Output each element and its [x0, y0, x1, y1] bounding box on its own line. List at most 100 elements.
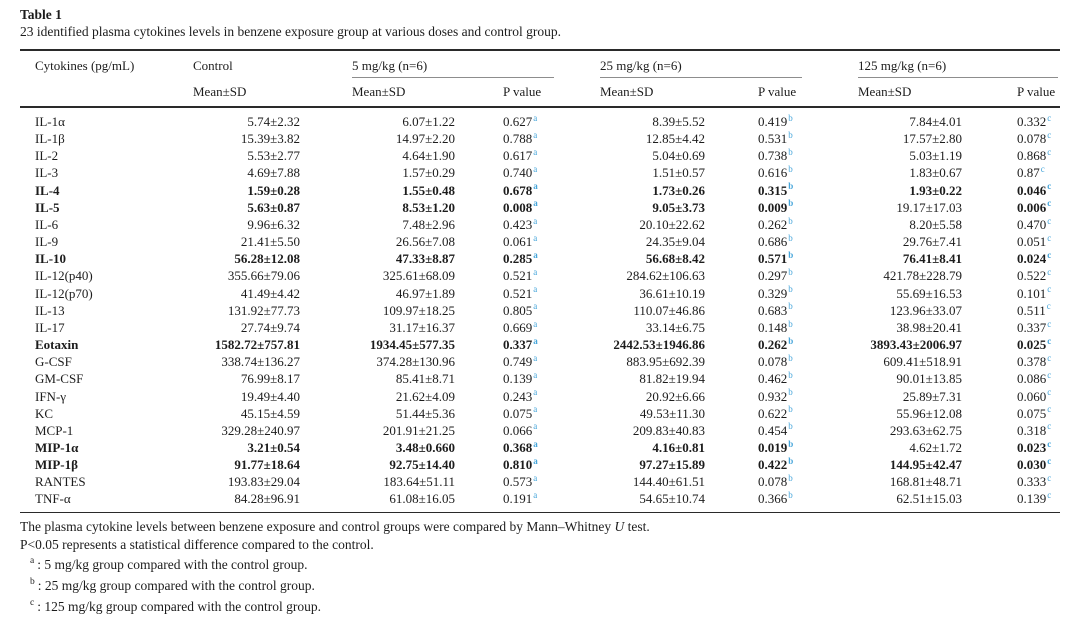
- cell-control: 5.74±2.32: [193, 105, 352, 131]
- cell-mean5: 1934.45±577.35: [352, 336, 503, 353]
- cell-value: 0.262: [758, 216, 788, 232]
- cell-value: 7.84±4.01: [909, 114, 962, 129]
- cell-p125: 0.868c: [1017, 147, 1060, 164]
- cell-mean5: 61.08±16.05: [352, 490, 503, 512]
- cell-value: 0.669: [503, 319, 533, 335]
- significance-superscript: b: [788, 181, 794, 192]
- cell-mean5: 1.57±0.29: [352, 164, 503, 181]
- significance-superscript: b: [788, 146, 793, 157]
- cell-p125: 0.333c: [1017, 473, 1060, 490]
- significance-superscript: a: [533, 352, 538, 363]
- cell-control: 338.74±136.27: [193, 353, 352, 370]
- cell-value: 0.454: [758, 422, 788, 438]
- cell-p125: 0.101c: [1017, 285, 1060, 302]
- significance-superscript: b: [788, 164, 793, 175]
- cell-value: 0.738: [758, 148, 788, 164]
- cell-value: 0.470: [1017, 216, 1047, 232]
- cell-value: 0.337: [503, 337, 533, 353]
- subheader-mean-sd-5mgkg: Mean±SD: [352, 84, 406, 99]
- cell-value: 0.511: [1017, 302, 1046, 318]
- group-label: 5 mg/kg (n=6): [352, 58, 428, 73]
- cell-value: 1.93±0.22: [909, 182, 962, 198]
- cell-value: MCP-1: [35, 422, 74, 438]
- cell-value: 0.678: [503, 182, 533, 198]
- table-row: IL-9 21.41±5.50 26.56±7.08 0.061a 24.35±9.04…: [20, 233, 1060, 250]
- cell-value: G-CSF: [35, 354, 72, 370]
- cell-mean25: 20.10±22.62: [600, 216, 758, 233]
- cell-mean5: 325.61±68.09: [352, 267, 503, 284]
- significance-superscript: b: [788, 490, 793, 501]
- cell-p125: 0.006c: [1017, 199, 1060, 216]
- cell-p125: 0.511c: [1017, 302, 1060, 319]
- cell-p125: 0.87c: [1017, 164, 1060, 181]
- significance-superscript: c: [1047, 249, 1052, 260]
- cell-value: 4.64±1.90: [402, 148, 455, 164]
- cell-value: IFN-γ: [35, 388, 67, 404]
- table-row: IL-3 4.69±7.88 1.57±0.29 0.740a 1.51±0.57 0.6…: [20, 164, 1060, 181]
- cell-value: 33.14±6.75: [645, 319, 705, 335]
- significance-superscript: a: [533, 387, 538, 398]
- footnote-c-superscript: c: [30, 598, 35, 609]
- table-row: MIP-1α 3.21±0.54 3.48±0.660 0.368a 4.16±0.81…: [20, 439, 1060, 456]
- cell-value: 0.006: [1017, 199, 1047, 215]
- cell-name: RANTES: [20, 473, 193, 490]
- cell-value: 0.148: [758, 319, 788, 335]
- footnote-a-text: : 5 mg/kg group compared with the contro…: [37, 556, 308, 572]
- group-header-125mgkg: 125 mg/kg (n=6): [858, 50, 1060, 78]
- cell-mean5: 374.28±130.96: [352, 353, 503, 370]
- cell-name: MIP-1α: [20, 439, 193, 456]
- significance-superscript: a: [533, 215, 538, 226]
- significance-superscript: a: [533, 267, 538, 278]
- cell-value: 0.622: [758, 405, 788, 421]
- significance-superscript: b: [788, 249, 794, 260]
- cell-p25: 0.932b: [758, 388, 858, 405]
- cell-value: 0.046: [1017, 182, 1047, 198]
- cell-value: 90.01±13.85: [896, 371, 962, 387]
- cell-mean5: 1.55±0.48: [352, 182, 503, 199]
- cell-control: 5.63±0.87: [193, 199, 352, 216]
- cell-mean5: 51.44±5.36: [352, 405, 503, 422]
- cell-value: 19.49±4.40: [240, 388, 300, 404]
- cell-p125: 0.075c: [1017, 405, 1060, 422]
- significance-superscript: b: [788, 318, 793, 329]
- cell-p25: 0.019b: [758, 439, 858, 456]
- cell-value: 0.075: [1017, 405, 1047, 421]
- cell-p25: 0.297b: [758, 267, 858, 284]
- cell-value: IL-1β: [35, 131, 65, 147]
- cell-value: 4.16±0.81: [652, 439, 705, 455]
- cell-mean125: 123.96±33.07: [858, 302, 1017, 319]
- significance-superscript: a: [533, 129, 538, 140]
- significance-superscript: a: [533, 335, 538, 346]
- cell-value: IL-12(p40): [35, 268, 93, 284]
- cell-p125: 0.139c: [1017, 490, 1060, 512]
- table-row: IL-1α 5.74±2.32 6.07±1.22 0.627a 8.39±5.52 0.…: [20, 105, 1060, 131]
- cell-value: 1582.72±757.81: [214, 337, 300, 353]
- cell-mean25: 144.40±61.51: [600, 473, 758, 490]
- cell-value: 5.53±2.77: [247, 148, 300, 164]
- column-header-cytokines: Cytokines (pg/mL): [35, 58, 135, 73]
- cell-p25: 0.262b: [758, 336, 858, 353]
- cell-value: 109.97±18.25: [382, 302, 455, 318]
- cell-p25: 0.686b: [758, 233, 858, 250]
- significance-superscript: c: [1047, 129, 1052, 140]
- cell-value: 0.066: [503, 422, 533, 438]
- significance-superscript: a: [533, 164, 538, 175]
- cell-control: 5.53±2.77: [193, 147, 352, 164]
- cell-value: 0.060: [1017, 388, 1047, 404]
- cell-value: IL-17: [35, 319, 65, 335]
- cell-value: 91.77±18.64: [234, 457, 300, 473]
- cell-p25: 0.315b: [758, 182, 858, 199]
- table-caption: 23 identified plasma cytokines levels in…: [20, 24, 561, 39]
- cell-value: 6.07±1.22: [402, 114, 455, 129]
- cell-value: 17.57±2.80: [902, 131, 962, 147]
- footnote-a: a: 5 mg/kg group compared with the contr…: [20, 554, 1060, 575]
- table-row: MCP-1 329.28±240.97 201.91±21.25 0.066a 209.…: [20, 422, 1060, 439]
- cell-name: IL-12(p40): [20, 267, 193, 284]
- cell-p5: 0.066a: [503, 422, 600, 439]
- cell-value: 56.28±12.08: [234, 251, 300, 267]
- footnote-method-text: The plasma cytokine levels between benze…: [20, 518, 615, 534]
- cell-value: 0.366: [758, 491, 788, 507]
- cell-value: 15.39±3.82: [240, 131, 300, 147]
- cell-name: MCP-1: [20, 422, 193, 439]
- cell-value: IL-12(p70): [35, 285, 93, 301]
